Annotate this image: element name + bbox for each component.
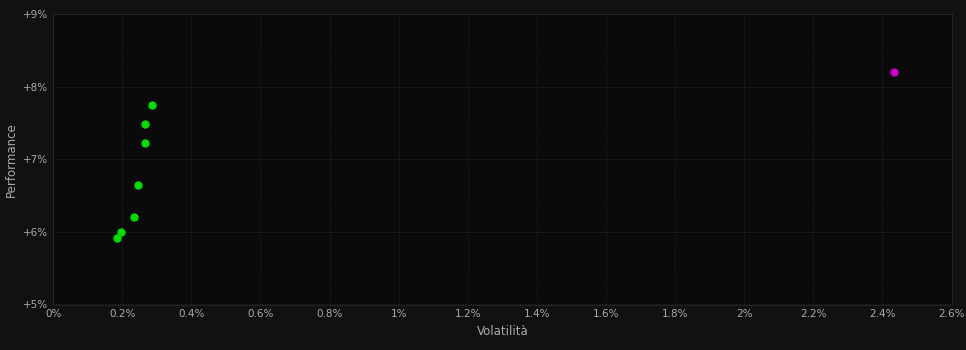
Point <box>137 121 153 127</box>
Y-axis label: Performance: Performance <box>5 122 17 197</box>
Point <box>130 182 146 188</box>
Point <box>113 229 128 234</box>
Point <box>137 140 153 146</box>
X-axis label: Volatilità: Volatilità <box>476 325 528 338</box>
Point <box>887 69 902 75</box>
Point <box>144 102 159 107</box>
Point <box>109 235 125 240</box>
Point <box>127 215 142 220</box>
